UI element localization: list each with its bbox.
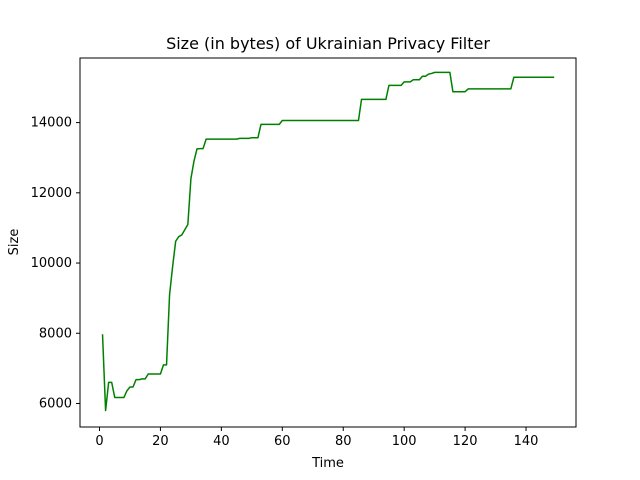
y-axis-label: Size: [7, 229, 22, 256]
y-tick-label: 6000: [39, 396, 72, 411]
x-tick-label: 80: [335, 434, 352, 449]
x-tick-label: 0: [95, 434, 103, 449]
y-tick-label: 8000: [39, 326, 72, 341]
y-axis-ticks: 6000 8000 10000 12000 14000: [31, 116, 80, 411]
y-tick-label: 14000: [31, 116, 72, 131]
x-tick-label: 60: [274, 434, 291, 449]
x-tick-label: 120: [453, 434, 478, 449]
x-tick-label: 40: [213, 434, 230, 449]
chart-title: Size (in bytes) of Ukrainian Privacy Fil…: [166, 34, 490, 53]
series-layer: [101, 71, 555, 412]
plot-area: [79, 57, 577, 428]
x-tick-label: 100: [392, 434, 417, 449]
series-line: [101, 71, 555, 412]
x-tick-label: 140: [514, 434, 539, 449]
y-tick-label: 12000: [31, 186, 72, 201]
x-axis-label: Time: [311, 456, 344, 471]
y-tick-label: 10000: [31, 256, 72, 271]
x-tick-label: 20: [152, 434, 169, 449]
x-axis-ticks: 0 20 40 60 80 100 120 140: [95, 427, 538, 449]
